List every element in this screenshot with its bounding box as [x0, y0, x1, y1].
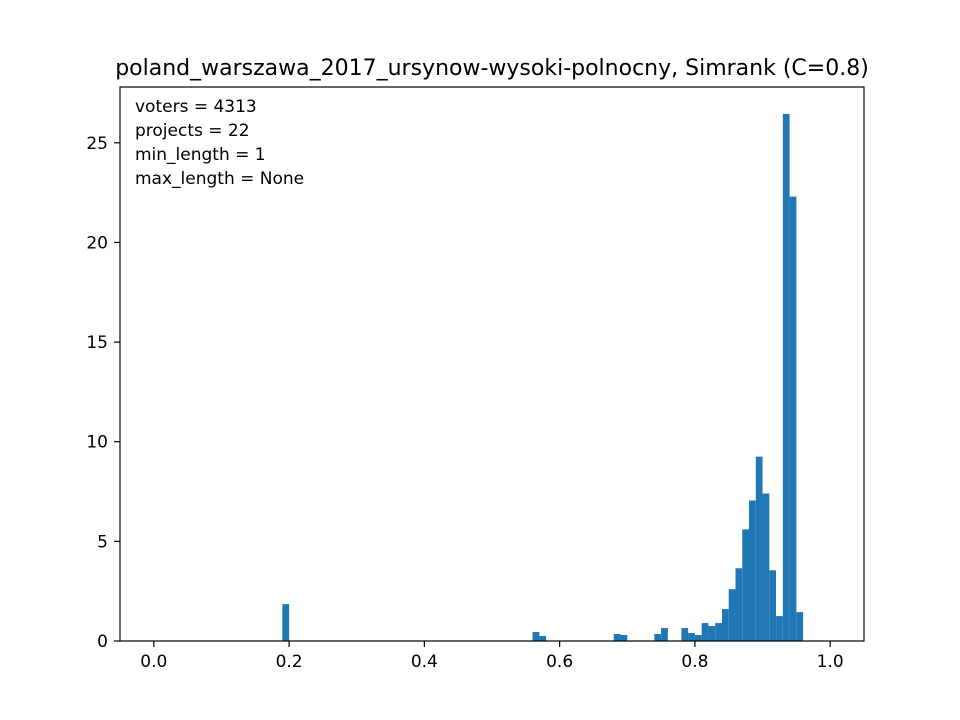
x-tick-label: 0.4 [411, 652, 438, 672]
plot-area-frame [119, 86, 865, 642]
histogram-bar [749, 500, 756, 641]
y-tick-label: 0 [97, 632, 108, 652]
x-tick-label: 0.8 [681, 652, 708, 672]
histogram-bar [769, 570, 777, 641]
histogram-bar [715, 623, 722, 641]
histogram-bar [681, 628, 689, 641]
histogram-bar [694, 635, 702, 641]
histogram-bar [728, 589, 736, 641]
histogram-bar [708, 626, 716, 641]
histogram-bars [282, 113, 804, 641]
histogram-bar [701, 623, 709, 641]
stats-annotation-line: max_length = None [135, 169, 304, 189]
y-tick-label: 5 [97, 532, 108, 552]
x-tick-label: 1.0 [817, 652, 844, 672]
histogram-bar [661, 628, 668, 641]
histogram-bar [796, 612, 804, 641]
histogram-bar [539, 636, 547, 641]
y-tick-label: 20 [86, 233, 108, 253]
x-tick-label: 0.0 [140, 652, 167, 672]
histogram-bar [721, 609, 729, 641]
y-tick-label: 15 [86, 333, 108, 353]
histogram-bar [620, 635, 628, 641]
stats-annotation-line: voters = 4313 [135, 97, 257, 117]
histogram-bar [782, 113, 790, 641]
y-axis: 0 5 10 15 20 25 [86, 134, 120, 652]
histogram-bar [688, 633, 695, 641]
histogram-bar [532, 632, 540, 641]
histogram-bar [282, 604, 290, 641]
y-tick-label: 10 [86, 433, 108, 453]
stats-annotation-line: min_length = 1 [135, 145, 266, 165]
stats-annotation-block: voters = 4313 projects = 22 min_length = 1… [135, 97, 304, 189]
histogram-bar [762, 493, 770, 641]
histogram-bar [735, 568, 743, 641]
histogram-bar [755, 456, 763, 641]
x-tick-label: 0.6 [546, 652, 573, 672]
y-tick-label: 25 [86, 134, 108, 154]
histogram-bar [654, 634, 662, 641]
histogram-bar [789, 196, 797, 641]
histogram-bar [613, 634, 621, 641]
chart-title: poland_warszawa_2017_ursynow-wysoki-poln… [115, 56, 869, 81]
histogram-bar [742, 529, 750, 641]
histogram-bar [776, 616, 783, 641]
stats-annotation-line: projects = 22 [135, 121, 250, 141]
x-tick-label: 0.2 [276, 652, 303, 672]
x-axis: 0.0 0.2 0.4 0.6 0.8 1.0 [140, 641, 844, 672]
